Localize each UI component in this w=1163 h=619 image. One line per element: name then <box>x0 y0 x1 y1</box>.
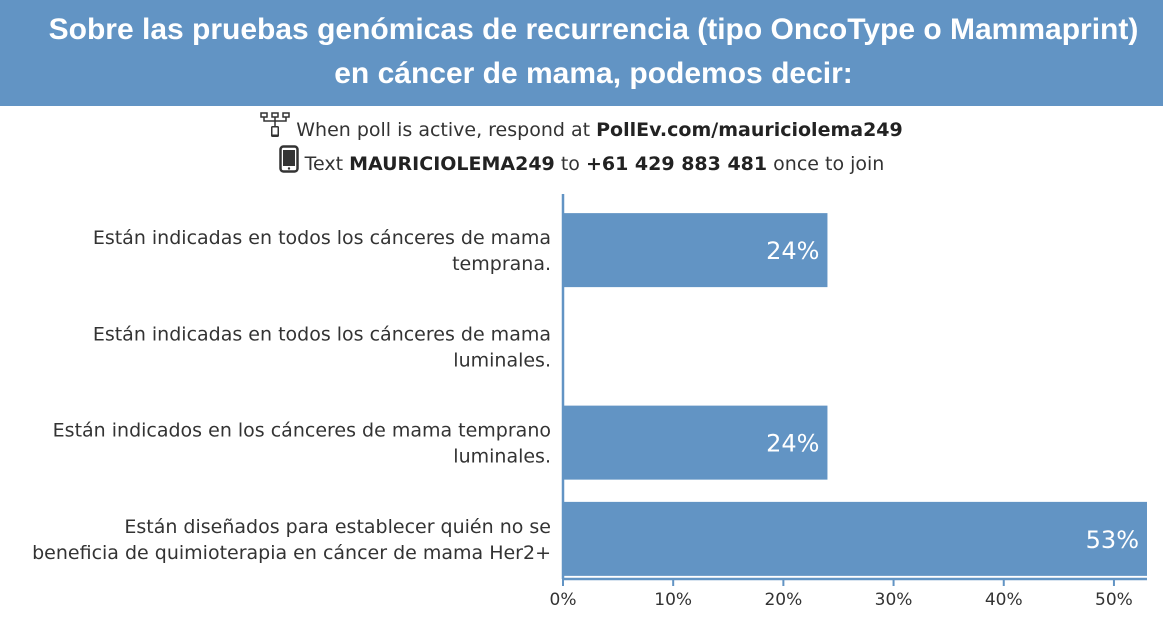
category-label-line: luminales. <box>453 446 551 468</box>
sms-instruction: Text MAURICIOLEMA249 to +61 429 883 481 … <box>0 145 1163 178</box>
x-tick-label: 20% <box>764 590 802 610</box>
x-tick-label: 40% <box>985 590 1023 610</box>
bar-value-label: 53% <box>1086 526 1139 554</box>
x-tick-label: 10% <box>654 590 692 610</box>
category-label-line: beneficia de quimioterapia en cáncer de … <box>32 542 551 564</box>
sms-code: MAURICIOLEMA249 <box>349 153 555 175</box>
x-tick-label: 50% <box>1095 590 1133 610</box>
category-label-line: Están diseñados para establecer quién no… <box>124 516 551 538</box>
sms-mid: to <box>554 153 586 175</box>
category-label: Están indicados en los cánceres de mama … <box>53 420 551 468</box>
poll-title: Sobre las pruebas genómicas de recurrenc… <box>0 0 1163 106</box>
category-label-line: Están indicadas en todos los cánceres de… <box>93 227 551 249</box>
phone-icon <box>278 145 299 184</box>
x-tick-label: 30% <box>875 590 913 610</box>
bar-value-label: 24% <box>766 430 819 458</box>
category-label: Están diseñados para establecer quién no… <box>32 516 551 564</box>
web-prefix: When poll is active, respond at <box>296 119 597 141</box>
bar <box>563 213 828 288</box>
bar <box>563 405 828 480</box>
bar <box>563 501 1147 576</box>
category-label-line: temprana. <box>452 253 551 275</box>
category-label: Están indicadas en todos los cánceres de… <box>93 323 551 371</box>
web-url[interactable]: PollEv.com/mauriciolema249 <box>596 119 903 141</box>
web-instruction: When poll is active, respond at PollEv.c… <box>0 112 1163 145</box>
poll-instructions: When poll is active, respond at PollEv.c… <box>0 112 1163 178</box>
bar-value-label: 24% <box>766 237 819 265</box>
category-label-line: Están indicadas en todos los cánceres de… <box>93 323 551 345</box>
category-label-line: Están indicados en los cánceres de mama … <box>53 420 551 442</box>
sms-number: +61 429 883 481 <box>585 153 768 175</box>
sms-suffix: once to join <box>767 153 885 175</box>
x-tick-label: 0% <box>550 590 577 610</box>
sms-prefix: Text <box>304 153 350 175</box>
category-label-line: luminales. <box>453 349 551 371</box>
network-icon <box>260 112 290 149</box>
category-label: Están indicadas en todos los cánceres de… <box>93 227 551 275</box>
